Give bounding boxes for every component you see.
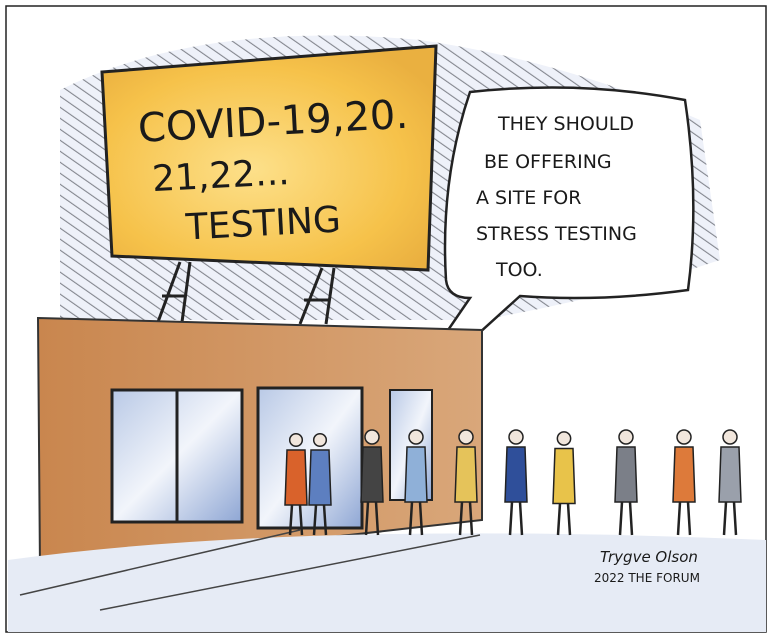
person-head xyxy=(619,430,633,444)
billboard-line: 21,22... xyxy=(151,152,290,200)
person-body xyxy=(505,447,527,502)
person-head xyxy=(459,430,473,444)
cartoon: COVID-19,20. 21,22... TESTING THEY SHOUL… xyxy=(0,0,772,638)
person-body xyxy=(405,447,427,502)
speech-line: BE OFFERING xyxy=(484,151,612,173)
person-head xyxy=(290,434,303,447)
person-body xyxy=(285,450,307,505)
billboard-line: TESTING xyxy=(184,199,342,248)
person-head xyxy=(409,430,423,444)
person-body xyxy=(553,449,575,504)
person-body xyxy=(309,450,331,505)
speech-line: STRESS TESTING xyxy=(476,223,637,245)
speech-line: A SITE FOR xyxy=(476,187,581,209)
person-body xyxy=(615,447,637,502)
speech-line: THEY SHOULD xyxy=(497,113,634,135)
person-body xyxy=(361,447,383,502)
signature-credit: 2022 THE FORUM xyxy=(594,571,700,585)
person-head xyxy=(314,434,327,447)
person-head xyxy=(723,430,737,444)
person-head xyxy=(509,430,523,444)
person-head xyxy=(677,430,691,444)
person-head xyxy=(557,432,570,445)
person-body xyxy=(673,447,695,502)
person-body xyxy=(455,447,477,502)
speech-line: TOO. xyxy=(495,259,543,281)
person-head xyxy=(365,430,379,444)
person-body xyxy=(719,447,741,502)
signature-name: Trygve Olson xyxy=(600,548,698,566)
page: {"billboard": {"lines": ["COVID-19,20.",… xyxy=(0,0,772,638)
